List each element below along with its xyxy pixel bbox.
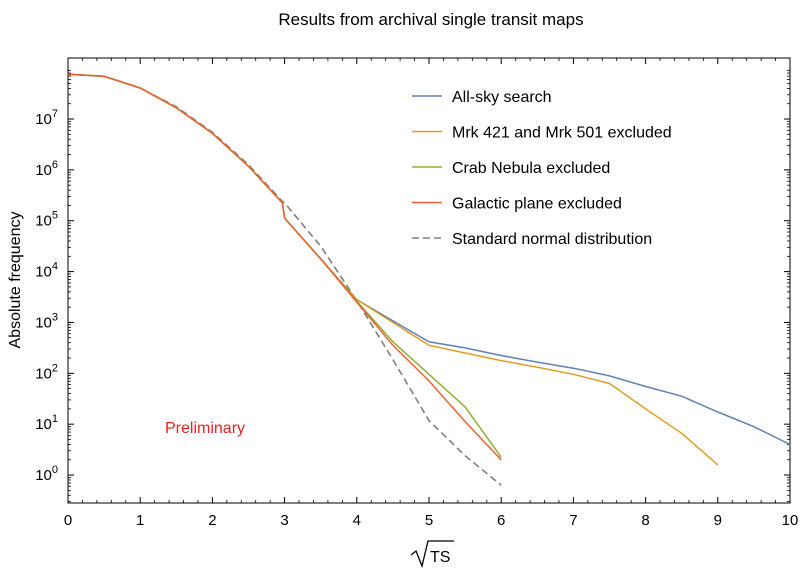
y-tick-label: 105 [35, 210, 58, 230]
legend-label: Standard normal distribution [452, 231, 652, 248]
legend: All-sky search Mrk 421 and Mrk 501 exclud… [412, 89, 672, 248]
x-axis-label: TS [430, 549, 450, 566]
legend-label: Mrk 421 and Mrk 501 excluded [452, 125, 672, 142]
series-line [67, 73, 502, 461]
legend-label: Galactic plane excluded [452, 196, 622, 213]
series-line [67, 73, 502, 486]
x-tick-label: 1 [136, 512, 144, 529]
y-axis: 100 101 102 103 104 105 106 107 [35, 70, 790, 503]
x-tick-label: 10 [782, 512, 799, 529]
legend-label: Crab Nebula excluded [452, 160, 610, 177]
x-tick-label: 7 [569, 512, 577, 529]
chart-title: Results from archival single transit map… [278, 10, 583, 29]
series-line [67, 73, 791, 446]
x-axis-label-group: TS [410, 540, 454, 569]
x-tick-label: 8 [641, 512, 649, 529]
y-axis-label: Absolute frequency [7, 212, 24, 349]
x-tick-label: 6 [497, 512, 505, 529]
y-axis-label-group: Absolute frequency [7, 212, 24, 349]
x-tick-label: 3 [280, 512, 288, 529]
y-tick-label: 107 [35, 108, 58, 128]
x-tick-label: 5 [425, 512, 433, 529]
x-tick-label: 4 [353, 512, 361, 529]
x-tick-label: 0 [64, 512, 72, 529]
x-axis: 0 1 2 3 4 5 6 7 8 9 10 [64, 58, 799, 529]
x-tick-label: 2 [208, 512, 216, 529]
series-layer [67, 73, 791, 486]
legend-label: All-sky search [452, 89, 552, 106]
x-tick-label: 9 [714, 512, 722, 529]
y-tick-label: 103 [35, 311, 58, 331]
y-tick-label: 101 [35, 413, 58, 433]
y-tick-label: 104 [35, 261, 58, 281]
sqrt-symbol [410, 540, 454, 569]
y-tick-label: 100 [35, 464, 58, 484]
preliminary-annotation: Preliminary [165, 420, 245, 437]
y-tick-label: 102 [35, 362, 58, 382]
y-tick-label: 106 [35, 159, 58, 179]
